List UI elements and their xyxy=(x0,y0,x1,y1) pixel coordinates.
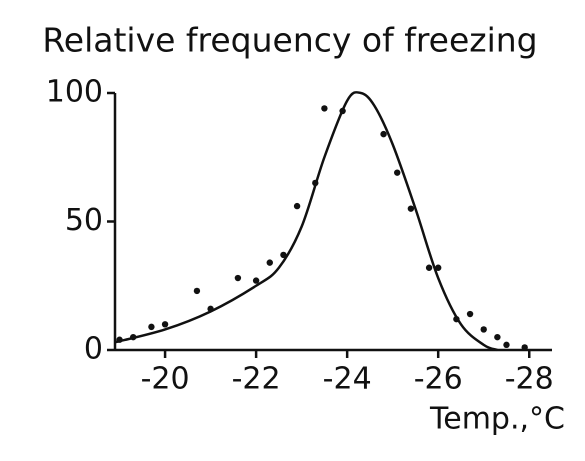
data-point xyxy=(116,336,123,343)
data-point xyxy=(252,277,260,284)
data-point xyxy=(130,333,137,341)
x-tick-label: -22 xyxy=(232,362,281,397)
x-tick-label: -20 xyxy=(141,362,190,397)
data-point xyxy=(480,326,487,333)
data-point xyxy=(207,305,214,313)
data-point xyxy=(312,179,319,187)
data-point xyxy=(280,251,287,259)
x-tick-label: -26 xyxy=(414,362,463,397)
y-tick-label: 0 xyxy=(84,332,103,367)
x-axis-label: Temp.,°C xyxy=(429,402,565,437)
data-point xyxy=(193,287,201,295)
data-point xyxy=(453,315,460,323)
fit-curve xyxy=(114,90,498,352)
data-point xyxy=(339,107,346,115)
data-point xyxy=(394,169,401,176)
data-point xyxy=(434,264,442,271)
data-point xyxy=(148,323,155,331)
y-tick-label: 100 xyxy=(46,75,103,110)
data-point xyxy=(380,130,387,138)
data-point xyxy=(293,202,301,210)
data-point xyxy=(521,344,528,351)
x-tick-label: -24 xyxy=(323,362,372,397)
x-tick-label: -28 xyxy=(505,362,554,397)
data-point xyxy=(266,259,273,266)
data-point xyxy=(503,341,510,349)
y-tick-label: 50 xyxy=(65,203,103,238)
data-point xyxy=(161,321,169,328)
data-point xyxy=(494,333,501,341)
data-point xyxy=(407,205,415,212)
data-point xyxy=(234,274,242,282)
data-point xyxy=(425,264,433,271)
chart-title: Relative frequency of freezing xyxy=(42,21,537,60)
data-point xyxy=(466,310,474,318)
data-point xyxy=(321,105,328,112)
